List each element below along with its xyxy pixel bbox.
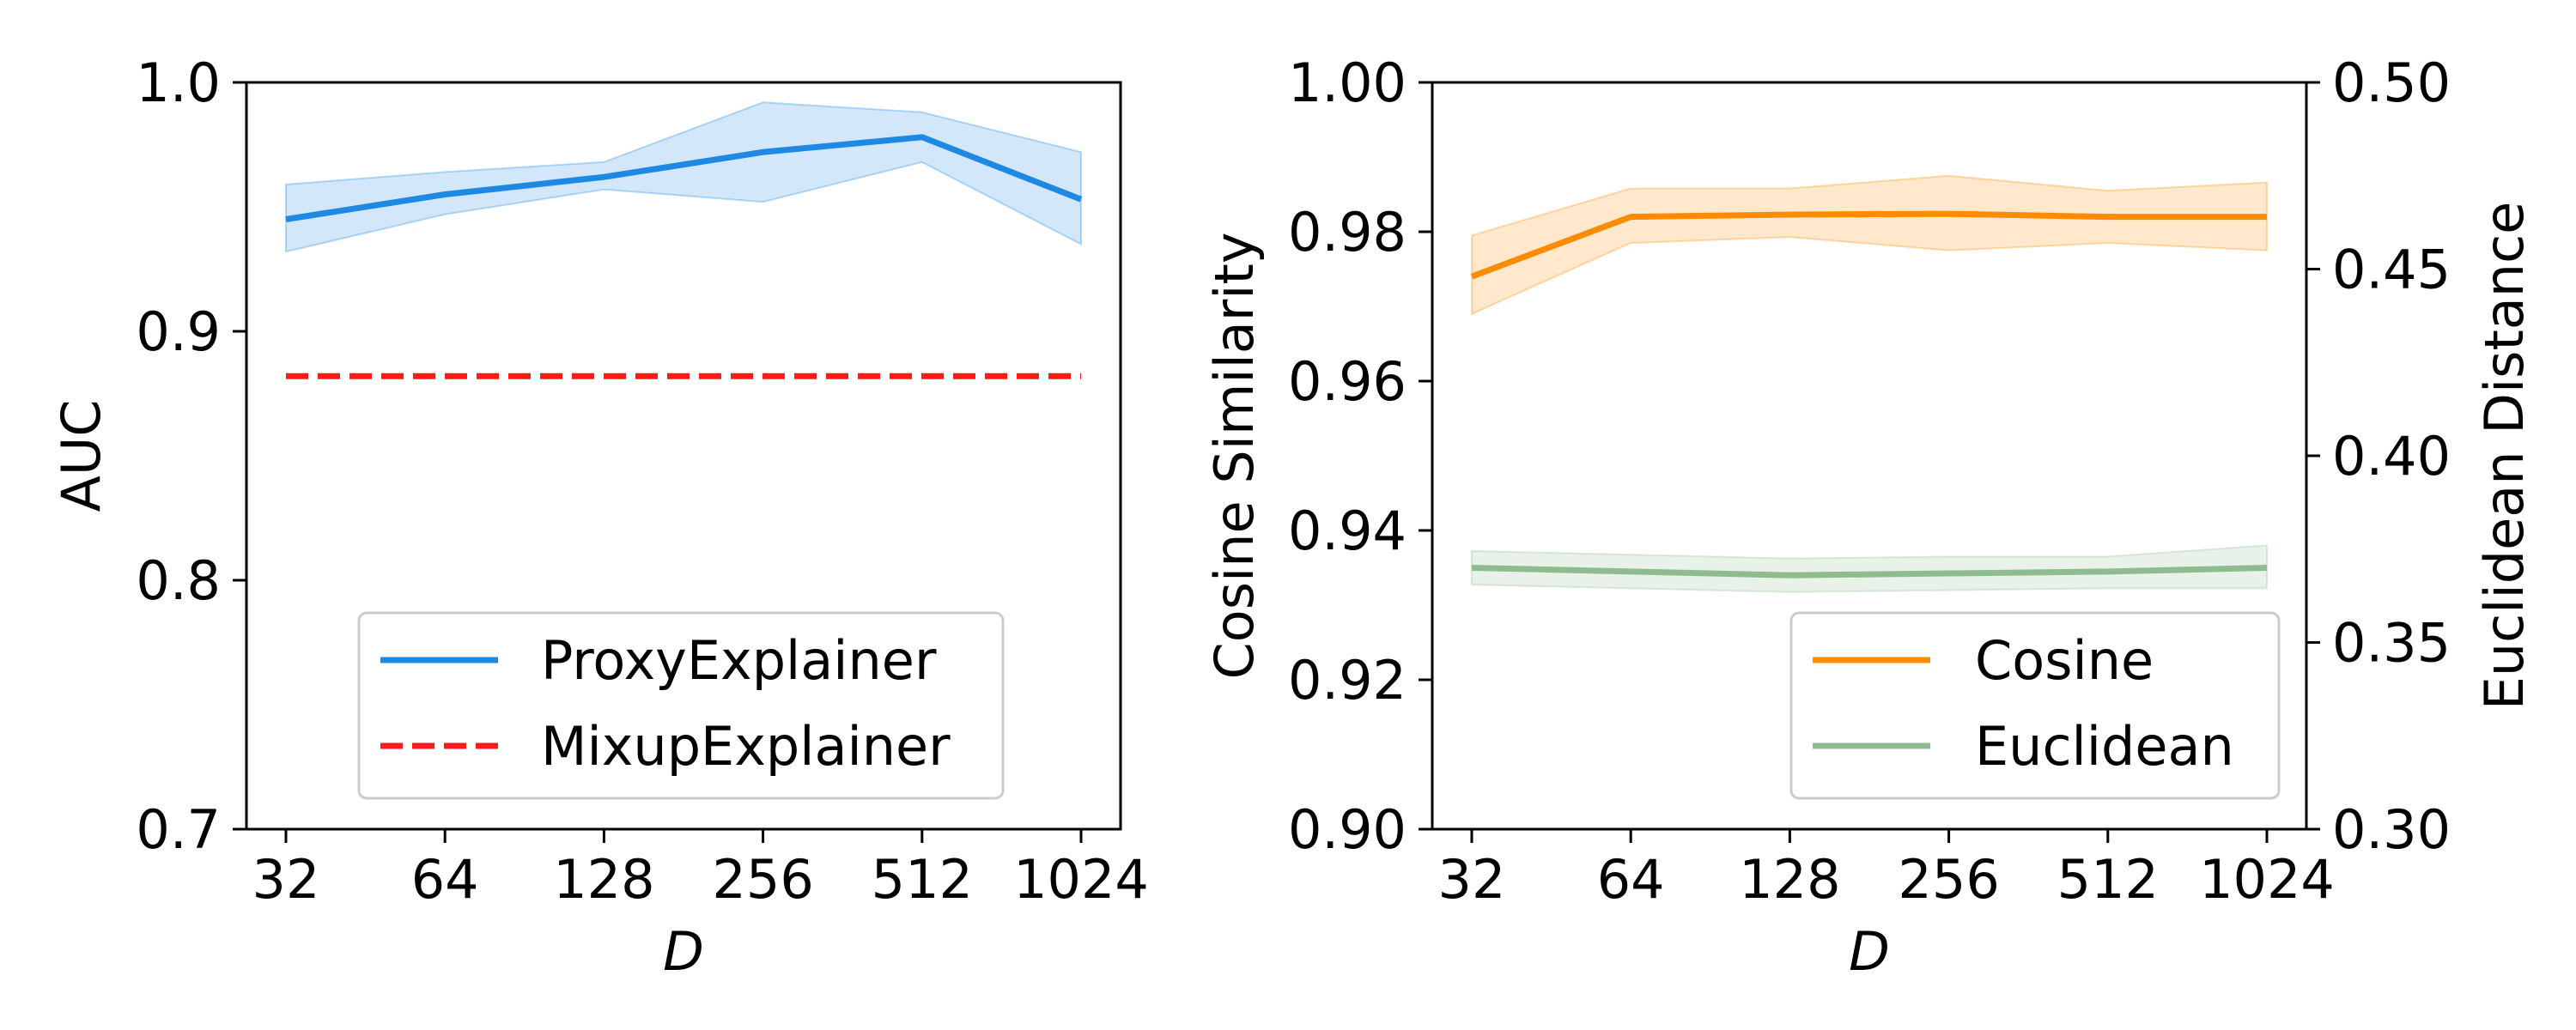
left-y-axis-ticks: 0.90 0.92 0.94 0.96 0.98 1.00 bbox=[1288, 52, 1432, 861]
x-tick-label-128: 128 bbox=[553, 848, 654, 911]
legend-box bbox=[357, 611, 1005, 800]
chart-similarity: 32 64 128 256 512 1024 0.90 0.92 0.94 0.96 0.98 1.… bbox=[1203, 52, 2536, 983]
right-y-tick-label-0-30: 0.30 bbox=[2332, 798, 2451, 861]
x-tick-label-1024: 1024 bbox=[1013, 848, 1149, 911]
x-axis-ticks: 32 64 128 256 512 1024 bbox=[252, 829, 1149, 911]
x-tick-label-64: 64 bbox=[411, 848, 479, 911]
x-tick-label-32: 32 bbox=[1438, 848, 1506, 911]
y-tick-label-0-98: 0.98 bbox=[1288, 201, 1406, 264]
x-tick-label-1024: 1024 bbox=[2199, 848, 2335, 911]
x-tick-label-64: 64 bbox=[1597, 848, 1665, 911]
y-tick-label-1-0: 1.0 bbox=[136, 52, 221, 114]
y-tick-label-0-9: 0.9 bbox=[136, 300, 221, 363]
euclidean-confidence-band bbox=[1471, 544, 2268, 593]
legend: Cosine Euclidean bbox=[1789, 611, 2281, 800]
series-bands-layer bbox=[1471, 174, 2268, 593]
right-y-axis-label: Euclidean Distance bbox=[2473, 202, 2536, 711]
y-tick-label-0-8: 0.8 bbox=[136, 549, 221, 612]
y-tick-label-0-7: 0.7 bbox=[136, 798, 221, 861]
x-axis-label: D bbox=[663, 920, 704, 983]
cosine-line bbox=[1470, 210, 2267, 280]
euclidean-line bbox=[1471, 565, 2268, 579]
y-tick-label-0-94: 0.94 bbox=[1288, 500, 1406, 562]
right-y-tick-label-0-40: 0.40 bbox=[2332, 425, 2451, 488]
y-tick-label-0-90: 0.90 bbox=[1288, 798, 1406, 861]
y-tick-label-0-92: 0.92 bbox=[1288, 649, 1406, 712]
right-y-tick-label-0-50: 0.50 bbox=[2332, 52, 2451, 114]
legend-label-cosine: Cosine bbox=[1975, 629, 2154, 692]
proxyexplainer-line bbox=[285, 134, 1083, 222]
x-tick-label-512: 512 bbox=[872, 848, 973, 911]
x-tick-label-128: 128 bbox=[1739, 848, 1840, 911]
legend-label-proxyexplainer: ProxyExplainer bbox=[541, 629, 937, 692]
right-y-axis-ticks: 0.30 0.35 0.40 0.45 0.50 bbox=[2306, 52, 2451, 861]
x-axis-label: D bbox=[1849, 920, 1890, 983]
legend: ProxyExplainer MixupExplainer bbox=[357, 611, 1005, 800]
right-y-tick-label-0-45: 0.45 bbox=[2332, 239, 2451, 301]
x-axis-ticks: 32 64 128 256 512 1024 bbox=[1438, 829, 2335, 911]
cosine-confidence-band bbox=[1471, 174, 2268, 316]
y-axis-label: AUC bbox=[50, 399, 112, 512]
series-lines-layer bbox=[285, 134, 1083, 379]
y-tick-label-1-00: 1.00 bbox=[1288, 52, 1406, 114]
y-axis-ticks: 0.7 0.8 0.9 1.0 bbox=[136, 52, 246, 861]
legend-label-euclidean: Euclidean bbox=[1975, 715, 2234, 778]
y-tick-label-0-96: 0.96 bbox=[1288, 350, 1406, 413]
chart-auc: 32 64 128 256 512 1024 0.7 0.8 0.9 1.0 D AUC Pro… bbox=[50, 52, 1149, 983]
x-tick-label-512: 512 bbox=[2057, 848, 2159, 911]
legend-label-mixupexplainer: MixupExplainer bbox=[541, 715, 951, 778]
x-tick-label-256: 256 bbox=[1898, 848, 1999, 911]
x-tick-label-32: 32 bbox=[252, 848, 320, 911]
series-lines-layer bbox=[1470, 210, 2268, 579]
left-y-axis-label: Cosine Similarity bbox=[1203, 232, 1266, 679]
plot-frame bbox=[245, 81, 1122, 831]
right-y-tick-label-0-35: 0.35 bbox=[2332, 612, 2451, 675]
x-tick-label-256: 256 bbox=[712, 848, 813, 911]
